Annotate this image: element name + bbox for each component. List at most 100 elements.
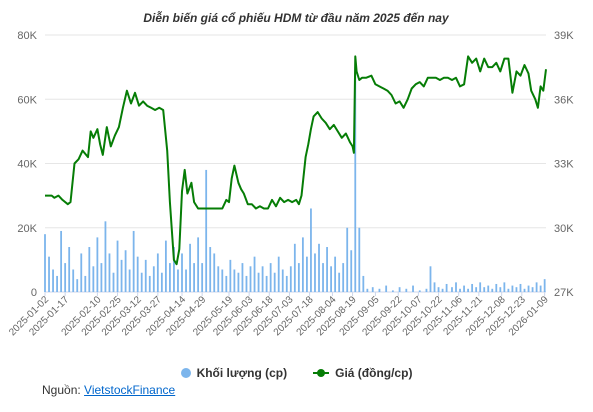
chart-title: Diễn biến giá cổ phiếu HDM từ đầu năm 20… [143, 10, 450, 25]
volume-bar [523, 288, 526, 292]
volume-bar [177, 269, 179, 292]
volume-bar [318, 243, 320, 292]
volume-bar [358, 227, 361, 292]
volume-bar [463, 285, 465, 292]
volume-bar [371, 287, 374, 292]
volume-bar [136, 256, 139, 292]
volume-bar [221, 269, 224, 292]
volume-bar [350, 250, 353, 292]
legend-price-label: Giá (đồng/cp) [335, 366, 413, 380]
source-note: Nguồn: VietstockFinance [42, 383, 175, 397]
volume-bar [378, 288, 381, 292]
source-link[interactable]: VietstockFinance [84, 383, 176, 397]
price-series-line [45, 55, 547, 266]
volume-bar [96, 237, 99, 292]
volume-bar [471, 283, 474, 292]
legend-item-price[interactable]: Giá (đồng/cp) [313, 364, 412, 382]
volume-bar [116, 240, 119, 292]
volume-bar [543, 279, 546, 292]
volume-bar [189, 243, 191, 292]
volume-bar [205, 169, 208, 292]
volume-bar [201, 263, 204, 292]
right-tick-label: 33K [554, 159, 574, 171]
volume-bar [120, 259, 123, 292]
volume-bar [491, 288, 494, 292]
volume-bar [391, 290, 394, 292]
volume-bar [429, 266, 432, 292]
left-tick-label: 20K [17, 223, 37, 235]
volume-bar [269, 263, 272, 292]
source-label: Nguồn: [42, 383, 81, 397]
volume-bar [527, 285, 530, 292]
volume-bar [237, 272, 240, 292]
x-axis-ticks: 2025-01-022025-01-172025-02-102025-02-25… [7, 292, 551, 338]
volume-bar [197, 237, 200, 292]
legend-price-marker [313, 368, 330, 378]
volume-bar [483, 287, 486, 292]
volume-bar [72, 269, 75, 292]
volume-bar [285, 275, 288, 292]
volume-bar [306, 256, 308, 292]
right-axis-ticks: 27K 30K 33K 36K 39K [554, 30, 574, 299]
left-axis-ticks: 0 20K 40K 60K 80K [17, 30, 37, 299]
right-tick-label: 27K [554, 287, 574, 299]
volume-bar [132, 230, 135, 292]
volume-bar [241, 263, 244, 292]
volume-bar [301, 237, 304, 292]
legend-volume-label: Khối lượng (cp) [196, 366, 288, 380]
volume-bar [487, 285, 490, 292]
volume-bar [56, 275, 58, 292]
volume-bar [152, 266, 155, 292]
volume-bar [405, 288, 408, 292]
volume-bar [475, 287, 478, 292]
volume-bar [181, 253, 183, 292]
volume-bar [366, 288, 369, 292]
volume-bar [213, 253, 216, 292]
volume-bar [451, 287, 453, 292]
volume-bar [330, 266, 332, 292]
volume-bar [314, 253, 316, 292]
volume-bar [334, 256, 337, 292]
right-tick-label: 30K [554, 223, 574, 235]
volume-bar [104, 221, 107, 292]
volume-bar [281, 269, 284, 292]
volume-bar [185, 269, 187, 292]
volume-bar [265, 275, 268, 292]
volume-bar [342, 263, 345, 292]
volume-bar [322, 263, 324, 292]
left-tick-label: 40K [17, 159, 37, 171]
volume-bar [88, 247, 91, 292]
volume-bar [92, 266, 95, 292]
volume-bar [338, 272, 341, 292]
legend-volume-marker [180, 368, 191, 378]
volume-bar [277, 256, 280, 292]
left-tick-label: 0 [31, 287, 37, 299]
volume-bar [124, 250, 127, 292]
volume-bar [148, 275, 151, 292]
volume-bar [60, 230, 63, 292]
volume-bar [455, 282, 457, 292]
volume-bar [80, 253, 83, 292]
volume-bar [418, 290, 421, 292]
volume-bar [293, 243, 296, 292]
volume-bar [297, 263, 300, 292]
volume-bar [48, 256, 50, 292]
volume-bar [326, 247, 328, 292]
volume-bar [209, 247, 212, 292]
volume-bar [160, 272, 163, 292]
volume-bar [108, 253, 111, 292]
volume-bar [445, 283, 448, 292]
legend-item-volume[interactable]: Khối lượng (cp) [180, 364, 288, 382]
volume-bar [433, 282, 436, 292]
volume-bar [362, 275, 365, 292]
volume-bar [229, 259, 232, 292]
volume-bar [515, 287, 518, 292]
volume-bar [144, 259, 147, 292]
volume-bar [479, 282, 482, 292]
right-tick-label: 36K [554, 94, 574, 106]
volume-bar [52, 269, 54, 292]
volume-bar [84, 275, 87, 292]
volume-bar [169, 263, 171, 292]
volume-bar [128, 269, 131, 292]
